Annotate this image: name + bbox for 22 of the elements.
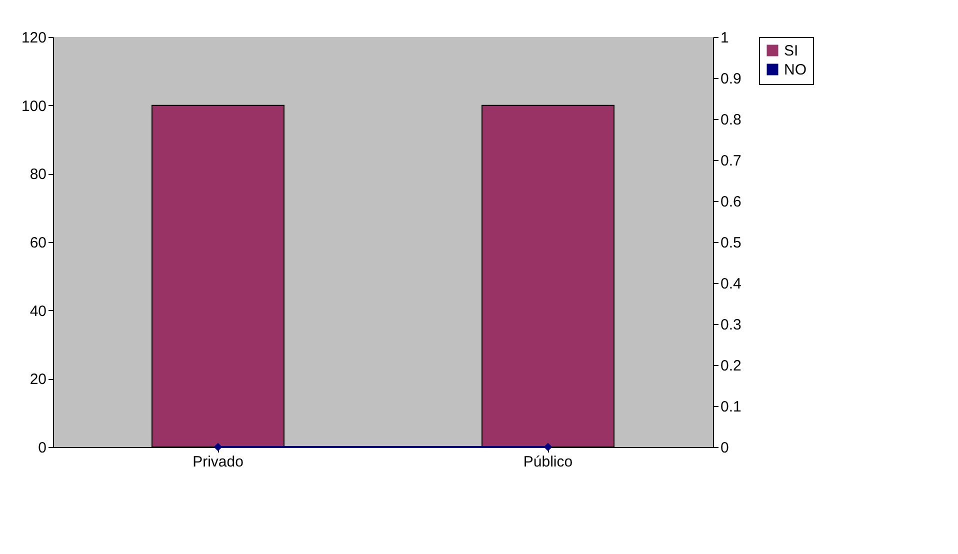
legend-label: SI	[784, 42, 798, 60]
y-tick-label: 100	[21, 98, 46, 115]
y2-tick-label: 0.2	[720, 358, 742, 374]
y2-tick-label: 0.7	[720, 152, 742, 170]
y2-tick-label: 0.6	[720, 194, 742, 210]
y2-tick-label: 0.3	[720, 316, 742, 334]
y2-tick-label: 0.5	[720, 234, 742, 252]
y-tick-label: 60	[30, 234, 46, 252]
y-tick-label: 120	[21, 30, 46, 46]
y-tick-label: 20	[30, 371, 46, 388]
y2-tick-label: 0.1	[720, 398, 742, 416]
y-tick-label: 80	[30, 166, 46, 184]
y2-tick-label: 0	[720, 440, 729, 456]
y2-tick-label: 1	[720, 30, 729, 46]
y2-tick-label: 0.4	[720, 276, 742, 292]
y-tick-label: 0	[38, 440, 46, 456]
y2-tick-label: 0.9	[720, 70, 742, 88]
y-tick-label: 40	[30, 302, 46, 320]
y2-tick-label: 0.8	[720, 112, 742, 128]
x-tick-label: Privado	[192, 454, 244, 470]
legend-label: NO	[784, 62, 806, 78]
x-tick-label: Público	[523, 454, 573, 470]
